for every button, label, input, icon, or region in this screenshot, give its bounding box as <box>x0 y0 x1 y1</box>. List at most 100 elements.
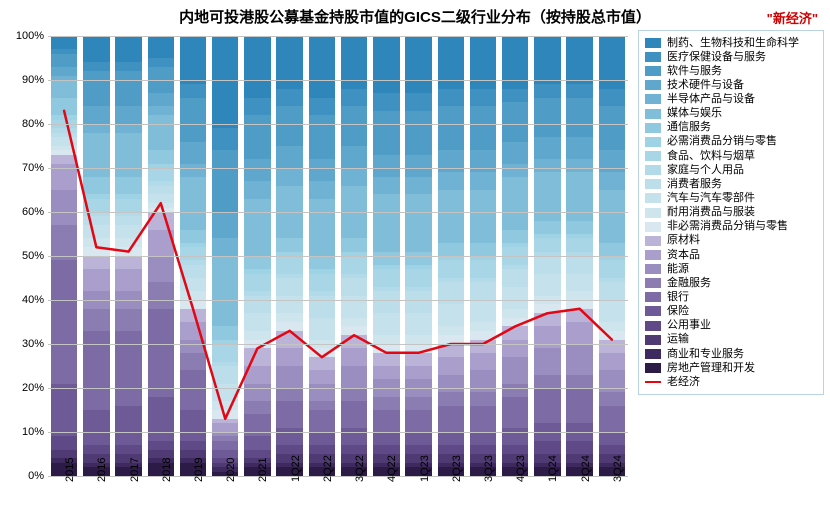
bar-segment-cons_services <box>438 282 464 304</box>
bar-segment-utilities <box>276 445 302 454</box>
bar-segment-materials <box>83 256 109 269</box>
bar-segment-cd_retail <box>341 326 367 335</box>
legend-item-hc_equip: 医疗保健设备与服务 <box>645 51 817 64</box>
bar-segment-durables <box>148 203 174 207</box>
bar-segment-media_ent <box>566 172 592 220</box>
plot-area: 20152016201720182019202020211Q222Q223Q22… <box>48 36 628 476</box>
legend-swatch <box>645 165 661 175</box>
xtick-label: 1Q23 <box>419 455 431 482</box>
bar-segment-cs_retail <box>51 115 77 119</box>
bar-segment-banks <box>470 406 496 432</box>
bar-segment-semis <box>309 181 335 199</box>
legend-label: 技术硬件与设备 <box>667 79 744 92</box>
bar-segment-cons_services <box>83 216 109 225</box>
bar-segment-banks <box>115 331 141 406</box>
legend-swatch <box>645 38 661 48</box>
xtick-label: 2Q24 <box>580 455 592 482</box>
legend-label: 公用事业 <box>667 319 711 332</box>
bar-segment-food_bev <box>470 260 496 278</box>
bar-segment-cap_goods <box>534 326 560 348</box>
legend-label: 制药、生物科技和生命科学 <box>667 37 799 50</box>
bar-segment-banks <box>244 414 270 436</box>
bar-segment-materials <box>566 309 592 322</box>
bar-segment-semis <box>405 177 431 195</box>
bar-segment-hc_equip <box>83 62 109 71</box>
bar-segment-telecom <box>276 238 302 251</box>
bar-segment-hc_equip <box>276 89 302 107</box>
ytick-label: 10% <box>4 426 44 438</box>
xtick-label: 3Q23 <box>483 455 495 482</box>
legend-item-tech_hw: 技术硬件与设备 <box>645 79 817 92</box>
bar-segment-durables <box>599 322 625 331</box>
bar-segment-media_ent <box>438 190 464 243</box>
bar-segment-fin_services <box>341 388 367 401</box>
bar-segment-materials <box>373 353 399 366</box>
bar-segment-materials <box>438 344 464 357</box>
bar-segment-materials <box>180 309 206 322</box>
legend-item-cap_goods: 资本品 <box>645 249 817 262</box>
bar-segment-hc_equip <box>502 89 528 102</box>
bar-segment-energy <box>309 384 335 402</box>
bar-segment-software <box>341 106 367 146</box>
bar-segment-cap_goods <box>276 348 302 366</box>
bar-segment-insurance <box>83 410 109 445</box>
legend-swatch <box>645 349 661 359</box>
bar-segment-semis <box>373 177 399 195</box>
ytick-label: 30% <box>4 338 44 350</box>
bar-segment-media_ent <box>534 172 560 220</box>
legend-item-durables: 耐用消费品与服装 <box>645 206 817 219</box>
grid-line <box>48 388 628 389</box>
bar-segment-utilities <box>341 445 367 454</box>
bar-segment-durables <box>438 326 464 335</box>
bar-segment-banks <box>405 410 431 432</box>
bar-segment-food_bev <box>276 256 302 274</box>
bar-segment-autos <box>373 313 399 335</box>
bar-segment-banks <box>566 388 592 423</box>
bar-segment-fin_services <box>212 436 238 440</box>
bar-segment-media_ent <box>115 133 141 177</box>
bar-segment-autos <box>83 225 109 238</box>
bar-segment-autos <box>341 296 367 318</box>
bar-segment-household <box>148 181 174 185</box>
bar-segment-semis <box>83 124 109 133</box>
legend-item-food_bev: 食品、饮料与烟草 <box>645 150 817 163</box>
bar-segment-hc_equip <box>438 89 464 107</box>
bar-segment-materials <box>115 256 141 269</box>
bar-segment-autos <box>51 137 77 146</box>
bar-segment-insurance <box>502 428 528 446</box>
bar-segment-hc_equip <box>534 84 560 97</box>
xtick-label: 2Q23 <box>451 455 463 482</box>
bar-segment-fin_services <box>502 384 528 397</box>
bar-segment-cons_services <box>566 256 592 274</box>
bar-segment-food_bev <box>599 260 625 278</box>
bar-segment-cd_retail <box>534 304 560 313</box>
bar-segment-household <box>502 265 528 269</box>
bar-segment-semis <box>276 168 302 186</box>
bar-segment-cs_retail <box>566 234 592 238</box>
legend-swatch <box>645 321 661 331</box>
bar-segment-cd_retail <box>502 318 528 327</box>
bar-segment-banks <box>83 331 109 410</box>
xtick-label: 2018 <box>161 458 173 482</box>
bar-segment-software <box>502 102 528 142</box>
grid-line <box>48 300 628 301</box>
chart-root: 内地可投港股公募基金持股市值的GICS二级行业分布（按持股总市值） "新经济" … <box>0 0 830 523</box>
bar-segment-cd_retail <box>405 344 431 353</box>
bar-segment-hc_equip <box>244 98 270 116</box>
bar-segment-tech_hw <box>148 93 174 106</box>
grid-line <box>48 344 628 345</box>
bar-segment-software <box>244 115 270 159</box>
bar-segment-software <box>599 106 625 150</box>
bar-segment-media_ent <box>180 177 206 230</box>
bar-segment-household <box>309 291 335 295</box>
bar-segment-cap_goods <box>502 340 528 358</box>
legend-label: 通信服务 <box>667 121 711 134</box>
bar-segment-autos <box>148 194 174 203</box>
bar-segment-pharma <box>534 36 560 84</box>
bar-segment-energy <box>51 190 77 225</box>
bar-segment-software <box>276 106 302 146</box>
bar-segment-cs_retail <box>309 269 335 273</box>
bar-segment-banks <box>180 370 206 410</box>
bar-segment-cons_services <box>309 296 335 318</box>
bar-segment-media_ent <box>51 80 77 98</box>
